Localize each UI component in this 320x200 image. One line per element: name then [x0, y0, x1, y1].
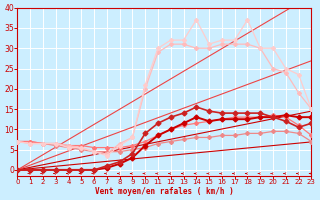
X-axis label: Vent moyen/en rafales ( km/h ): Vent moyen/en rafales ( km/h ) [95, 187, 234, 196]
